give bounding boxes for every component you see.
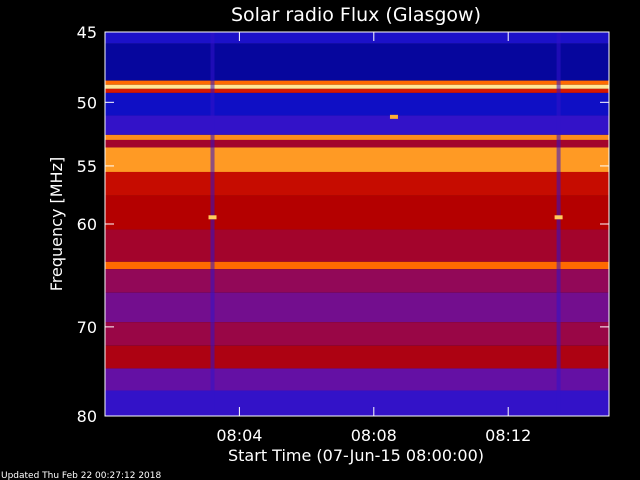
frequency-band-16 (105, 322, 609, 346)
hot-spot-1 (554, 215, 563, 220)
y-tick-label-3: 60 (77, 215, 97, 234)
frequency-band-5 (105, 92, 609, 116)
y-tick-label-4: 70 (77, 318, 97, 337)
frequency-band-3 (105, 84, 609, 89)
x-tick-label-2: 08:12 (485, 426, 531, 445)
x-axis: 08:04 08:08 08:12 (216, 32, 531, 445)
frequency-band-17 (105, 345, 609, 369)
chart-title: Solar radio Flux (Glasgow) (231, 4, 481, 26)
frequency-band-4 (105, 88, 609, 93)
frequency-band-11 (105, 195, 609, 230)
y-axis-label: Frequency [MHz] (47, 157, 66, 291)
heatmap-area (105, 32, 609, 416)
hot-spot-0 (208, 215, 217, 220)
frequency-band-10 (105, 171, 609, 196)
y-axis: 45 50 55 60 70 80 (77, 23, 609, 426)
frequency-band-6 (105, 115, 609, 135)
updated-timestamp: Updated Thu Feb 22 00:27:12 2018 (1, 471, 162, 480)
y-tick-label-1: 50 (77, 93, 97, 112)
time-spike-1 (556, 32, 561, 416)
y-tick-label-2: 55 (77, 157, 97, 176)
frequency-band-15 (105, 292, 609, 323)
hot-spot-2 (389, 114, 398, 119)
frequency-band-2 (105, 80, 609, 85)
frequency-band-1 (105, 43, 609, 81)
frequency-band-14 (105, 269, 609, 293)
y-tick-label-0: 45 (77, 23, 97, 42)
x-tick-label-0: 08:04 (216, 426, 262, 445)
frequency-band-18 (105, 368, 609, 391)
x-tick-label-1: 08:08 (351, 426, 397, 445)
frequency-band-8 (105, 139, 609, 148)
frequency-band-7 (105, 134, 609, 140)
frequency-band-12 (105, 229, 609, 262)
x-axis-label: Start Time (07-Jun-15 08:00:00) (228, 446, 484, 465)
frequency-band-13 (105, 261, 609, 270)
frequency-band-19 (105, 390, 609, 416)
frequency-band-0 (105, 32, 609, 44)
time-spike-0 (210, 32, 215, 416)
y-tick-label-5: 80 (77, 407, 97, 426)
frequency-band-9 (105, 147, 609, 172)
